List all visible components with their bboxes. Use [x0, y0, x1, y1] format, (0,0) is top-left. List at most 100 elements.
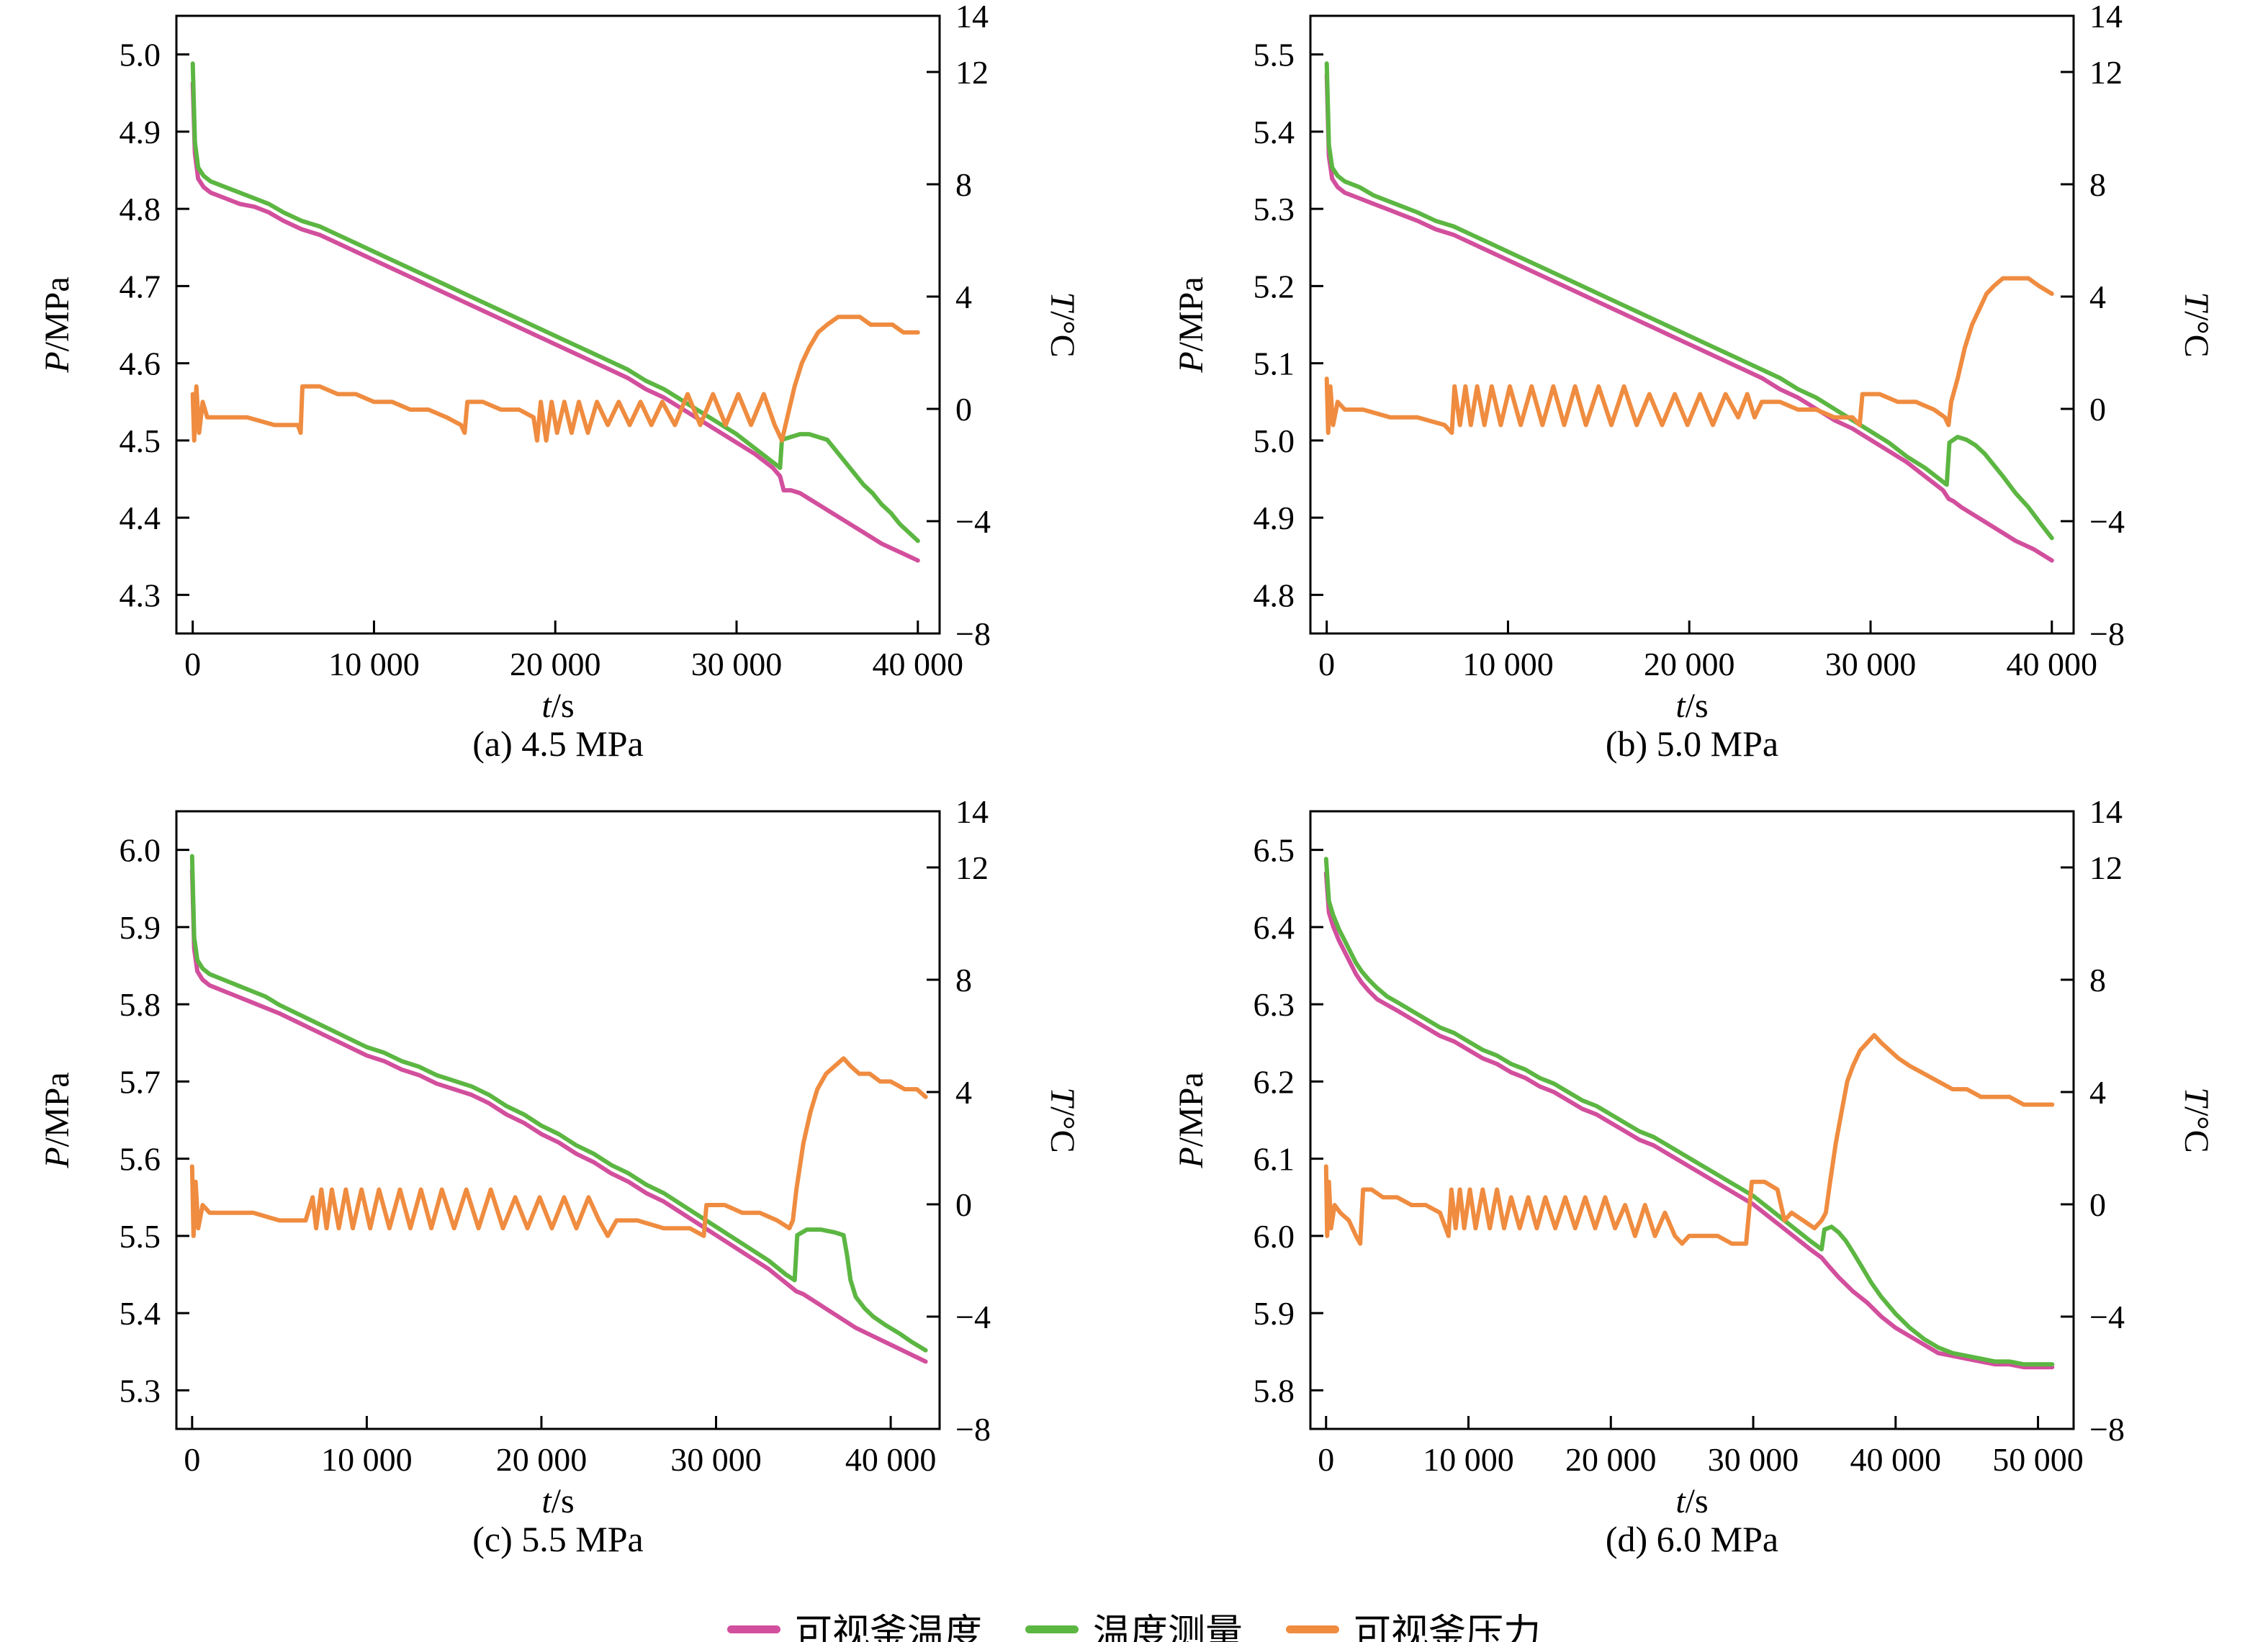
svg-text:t/s: t/s [1675, 687, 1708, 720]
svg-text:5.7: 5.7 [120, 1063, 161, 1100]
legend-item-vis-kettle-temperature: 可视釜温度 [726, 1602, 982, 1642]
svg-text:5.6: 5.6 [120, 1141, 161, 1178]
svg-text:P/MPa: P/MPa [1172, 1072, 1210, 1168]
svg-text:−4: −4 [955, 503, 991, 540]
svg-text:−8: −8 [2089, 615, 2125, 652]
legend-label-vis-kettle-pressure: 可视釜压力 [1354, 1613, 1542, 1642]
svg-text:−8: −8 [2089, 1411, 2125, 1448]
svg-text:10 000: 10 000 [1423, 1441, 1514, 1478]
svg-text:0: 0 [955, 1186, 972, 1223]
svg-text:10 000: 10 000 [321, 1441, 413, 1478]
svg-text:6.3: 6.3 [1254, 986, 1295, 1023]
svg-text:0: 0 [1318, 646, 1335, 682]
svg-text:T/°C: T/°C [2177, 292, 2215, 357]
svg-text:8: 8 [2089, 962, 2106, 998]
chart-a-caption: (a) 4.5 MPa [472, 723, 644, 764]
svg-text:0: 0 [184, 1441, 200, 1478]
svg-text:T/°C: T/°C [2177, 1087, 2215, 1152]
svg-text:14: 14 [955, 0, 989, 35]
svg-text:0: 0 [955, 391, 972, 428]
chart-d-caption: (d) 6.0 MPa [1605, 1519, 1779, 1559]
svg-text:6.0: 6.0 [1254, 1218, 1295, 1255]
legend: 可视釜温度 温度测量 可视釜压力 [0, 1602, 2268, 1642]
svg-text:20 000: 20 000 [1565, 1441, 1657, 1478]
svg-text:12: 12 [955, 849, 989, 886]
legend-line-magenta-icon [726, 1625, 780, 1633]
chart-b-canvas: 0 10 000 20 000 30 000 40 000 5.5 5.4 5.3 5.2 5.1… [1172, 0, 2215, 720]
svg-text:4.9: 4.9 [1254, 500, 1295, 536]
svg-text:12: 12 [955, 54, 989, 91]
svg-text:4.9: 4.9 [120, 114, 161, 150]
svg-text:4: 4 [955, 1074, 972, 1111]
svg-text:4.4: 4.4 [120, 500, 161, 536]
svg-text:0: 0 [2089, 1186, 2106, 1223]
svg-text:30 000: 30 000 [1825, 646, 1917, 682]
svg-text:4.8: 4.8 [120, 191, 161, 227]
svg-text:4.6: 4.6 [120, 346, 161, 382]
svg-text:5.9: 5.9 [1254, 1295, 1295, 1332]
svg-text:P/MPa: P/MPa [1172, 276, 1210, 373]
svg-text:4.8: 4.8 [1254, 577, 1295, 613]
svg-text:4: 4 [955, 279, 972, 315]
legend-label-vis-kettle-temperature: 可视釜温度 [794, 1613, 982, 1642]
chart-c-caption: (c) 5.5 MPa [472, 1519, 644, 1559]
svg-text:5.0: 5.0 [120, 37, 161, 73]
svg-text:10 000: 10 000 [328, 646, 420, 682]
svg-text:5.0: 5.0 [1254, 423, 1295, 459]
svg-text:t/s: t/s [541, 1482, 574, 1515]
svg-text:30 000: 30 000 [691, 646, 783, 682]
svg-text:8: 8 [2089, 166, 2106, 203]
svg-text:6.5: 6.5 [1254, 832, 1295, 869]
svg-text:t/s: t/s [541, 687, 574, 720]
charts-grid: 0 10 000 20 000 30 000 40 000 5.0 4.9 4.8 4.7 4.6… [0, 0, 2268, 1591]
svg-text:0: 0 [1318, 1441, 1334, 1478]
svg-text:4.7: 4.7 [120, 268, 161, 305]
svg-text:T/°C: T/°C [1043, 1087, 1081, 1152]
svg-text:20 000: 20 000 [1644, 646, 1735, 682]
svg-text:5.2: 5.2 [1254, 268, 1295, 305]
svg-text:5.5: 5.5 [120, 1218, 161, 1255]
svg-text:8: 8 [955, 166, 972, 203]
legend-line-orange-icon [1286, 1625, 1339, 1633]
svg-text:P/MPa: P/MPa [38, 276, 76, 373]
svg-text:40 000: 40 000 [1850, 1441, 1942, 1478]
svg-text:0: 0 [184, 646, 201, 682]
svg-text:−4: −4 [2089, 503, 2125, 540]
svg-text:T/°C: T/°C [1043, 292, 1081, 357]
svg-text:8: 8 [955, 962, 972, 998]
chart-a-canvas: 0 10 000 20 000 30 000 40 000 5.0 4.9 4.8 4.7 4.6… [38, 0, 1081, 720]
svg-text:20 000: 20 000 [496, 1441, 588, 1478]
legend-label-temperature-measurement: 温度测量 [1092, 1613, 1243, 1642]
svg-text:40 000: 40 000 [2007, 646, 2098, 682]
legend-item-temperature-measurement: 温度测量 [1025, 1602, 1243, 1642]
legend-line-green-icon [1025, 1625, 1079, 1633]
svg-text:5.4: 5.4 [1254, 114, 1295, 150]
svg-text:40 000: 40 000 [873, 646, 964, 682]
svg-text:4.3: 4.3 [120, 577, 161, 613]
svg-text:0: 0 [2089, 391, 2106, 428]
svg-text:6.4: 6.4 [1254, 909, 1295, 946]
chart-b: 0 10 000 20 000 30 000 40 000 5.5 5.4 5.3 5.2 5.1… [1134, 0, 2268, 795]
svg-text:12: 12 [2089, 849, 2123, 886]
svg-text:−4: −4 [2089, 1299, 2125, 1335]
chart-d-canvas: 0 10 000 20 000 30 000 40 000 50 000 6.5 6.4 6.3… [1172, 795, 2215, 1515]
svg-text:10 000: 10 000 [1462, 646, 1554, 682]
chart-c: 0 10 000 20 000 30 000 40 000 6.0 5.9 5.8 5.7 5.6… [0, 795, 1134, 1591]
svg-text:4: 4 [2089, 279, 2106, 315]
svg-text:−8: −8 [955, 615, 991, 652]
svg-text:5.1: 5.1 [1254, 346, 1295, 382]
svg-text:5.5: 5.5 [1254, 37, 1295, 73]
svg-text:50 000: 50 000 [1992, 1441, 2084, 1478]
chart-a: 0 10 000 20 000 30 000 40 000 5.0 4.9 4.8 4.7 4.6… [0, 0, 1134, 795]
svg-text:4.5: 4.5 [120, 423, 161, 459]
svg-text:12: 12 [2089, 54, 2123, 91]
svg-text:−4: −4 [955, 1299, 991, 1335]
svg-text:5.9: 5.9 [120, 909, 161, 946]
svg-text:5.8: 5.8 [1254, 1372, 1295, 1409]
svg-text:5.8: 5.8 [120, 986, 161, 1023]
svg-text:6.0: 6.0 [120, 832, 161, 869]
svg-text:14: 14 [2089, 795, 2123, 830]
svg-text:4: 4 [2089, 1074, 2106, 1111]
chart-c-canvas: 0 10 000 20 000 30 000 40 000 6.0 5.9 5.8 5.7 5.6… [38, 795, 1081, 1515]
